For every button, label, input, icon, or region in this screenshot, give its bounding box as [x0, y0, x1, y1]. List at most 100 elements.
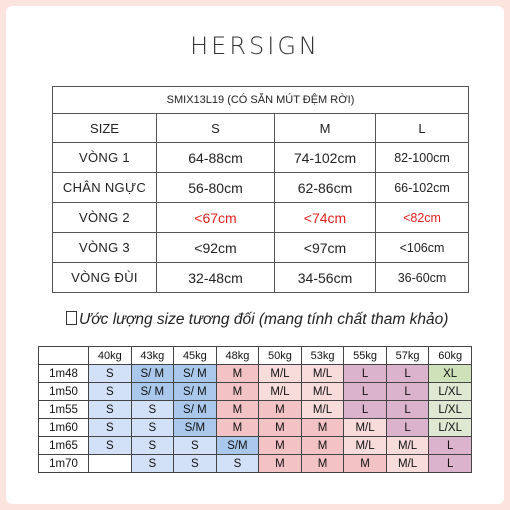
size-cell: XL — [428, 364, 472, 383]
weight-header: 48kg — [215, 346, 260, 365]
size-cell: S — [173, 454, 217, 473]
size-cell: M — [215, 400, 260, 419]
weight-header: 57kg — [385, 346, 430, 365]
weight-header: 43kg — [130, 346, 175, 365]
size-cell: M/L — [385, 436, 430, 455]
size-cell: S/ M — [130, 382, 175, 401]
size-cell: S — [88, 400, 132, 419]
size-cell: M/L — [300, 382, 345, 401]
weight-header: 40kg — [88, 346, 132, 365]
size-cell: S — [130, 400, 175, 419]
size-cell: S/M — [215, 436, 260, 455]
table-row: VÒNG 2 <67cm <74cm <82cm — [52, 202, 470, 233]
table-row: VÒNG ĐÙI 32-48cm 34-56cm 36-60cm — [52, 262, 470, 293]
size-cell: M/L — [300, 400, 345, 419]
size-cell: M — [215, 382, 260, 401]
size-cell — [88, 454, 132, 473]
measure-label: VÒNG 1 — [52, 142, 157, 173]
size-estimate-note: Ước lượng size tương đối (mang tính chất… — [66, 311, 496, 329]
table-row: 1m50 S S/ M S/ M M M/L M/L L L L/XL — [38, 382, 472, 401]
table-row: CHÂN NGỰC 56-80cm 62-86cm 66-102cm — [52, 172, 470, 203]
table-row: 1m65 S S S S/M M M M/L M/L L — [38, 436, 472, 455]
measure-s: 64-88cm — [156, 142, 275, 173]
measure-label: VÒNG 2 — [52, 202, 157, 233]
size-cell: M — [258, 454, 302, 473]
height-weight-size-grid: 40kg 43kg 45kg 48kg 50kg 53kg 55kg 57kg 60kg 1m48… — [38, 346, 472, 473]
measure-m: 62-86cm — [274, 172, 376, 203]
size-cell: L/XL — [428, 382, 472, 401]
weight-header: 50kg — [258, 346, 302, 365]
size-cell: M — [343, 454, 387, 473]
size-cell: M/L — [343, 436, 387, 455]
table-row: 1m55 S S S/ M M M M/L L L L/XL — [38, 400, 472, 419]
table-row: VÒNG 1 64-88cm 74-102cm 82-100cm — [52, 142, 470, 173]
weight-header: 45kg — [173, 346, 217, 365]
size-cell: S — [88, 436, 132, 455]
note-text: Ước lượng size tương đối (mang tính chất… — [79, 311, 449, 328]
measure-label: VÒNG 3 — [52, 232, 157, 263]
size-cell: S — [88, 364, 132, 383]
measure-s: <92cm — [156, 232, 275, 263]
table-row: 1m60 S S S/M M M M M/L L L/XL — [38, 418, 472, 437]
size-cell: M — [215, 364, 260, 383]
weight-header: 53kg — [300, 346, 345, 365]
size-cell: S/ M — [173, 400, 217, 419]
size-cell: L — [343, 364, 387, 383]
size-cell: L — [428, 436, 472, 455]
size-cell: S — [215, 454, 260, 473]
measure-s: <67cm — [156, 202, 275, 233]
size-cell: M — [300, 436, 345, 455]
size-cell: S/ M — [130, 364, 175, 383]
size-cell: S — [173, 436, 217, 455]
size-cell: S — [130, 418, 175, 437]
weight-header-row: 40kg 43kg 45kg 48kg 50kg 53kg 55kg 57kg 60kg — [38, 346, 472, 365]
measure-label: CHÂN NGỰC — [52, 172, 157, 203]
measure-l: 82-100cm — [374, 142, 470, 173]
size-cell: M/L — [258, 382, 302, 401]
height-label: 1m55 — [38, 400, 89, 419]
table-row: VÒNG 3 <92cm <97cm <106cm — [52, 232, 470, 263]
size-cell: S/M — [173, 418, 217, 437]
weight-header: 60kg — [428, 346, 472, 365]
size-cell: S — [88, 382, 132, 401]
size-cell: S/ M — [173, 382, 217, 401]
measure-m: <97cm — [274, 232, 376, 263]
product-code: SMIX13L19 (CÓ SẴN MÚT ĐỆM RỜI) — [51, 86, 470, 114]
size-cell: L — [385, 400, 430, 419]
size-measurement-table: SMIX13L19 (CÓ SẴN MÚT ĐỆM RỜI) SIZE S M … — [51, 86, 470, 293]
size-cell: M — [258, 436, 302, 455]
size-cell: S — [88, 418, 132, 437]
brand-logo: HERSIGN — [190, 32, 320, 60]
size-cell: L — [343, 382, 387, 401]
measure-m: 74-102cm — [274, 142, 376, 173]
size-cell: M — [300, 418, 345, 437]
size-cell: L — [428, 454, 472, 473]
size-cell: L/XL — [428, 418, 472, 437]
size-header-l: L — [374, 113, 470, 143]
measure-s: 32-48cm — [156, 262, 275, 293]
height-label: 1m60 — [38, 418, 89, 437]
size-cell: S/ M — [173, 364, 217, 383]
size-cell: S — [130, 454, 175, 473]
size-cell: M — [215, 418, 260, 437]
measure-s: 56-80cm — [156, 172, 275, 203]
size-cell: M/L — [385, 454, 430, 473]
table-row: 1m48 S S/ M S/ M M M/L M/L L L XL — [38, 364, 472, 383]
size-cell: M — [258, 418, 302, 437]
size-cell: L/XL — [428, 400, 472, 419]
weight-header: 55kg — [343, 346, 387, 365]
measure-l: <106cm — [374, 232, 470, 263]
measure-l: 36-60cm — [374, 262, 470, 293]
measure-m: 34-56cm — [274, 262, 376, 293]
size-cell: S — [130, 436, 175, 455]
measure-l: <82cm — [374, 202, 470, 233]
size-cell: M/L — [300, 364, 345, 383]
size-cell: M/L — [258, 364, 302, 383]
size-cell: M/L — [343, 418, 387, 437]
size-chart-card: HERSIGN SMIX13L19 (CÓ SẴN MÚT ĐỆM RỜI) S… — [6, 6, 504, 504]
table-row: 1m70 S S S M M M M/L L — [38, 454, 472, 473]
size-cell: L — [385, 382, 430, 401]
size-cell: L — [343, 400, 387, 419]
size-header-row: SIZE S M L — [52, 113, 470, 143]
checkbox-glyph-icon — [66, 311, 77, 325]
